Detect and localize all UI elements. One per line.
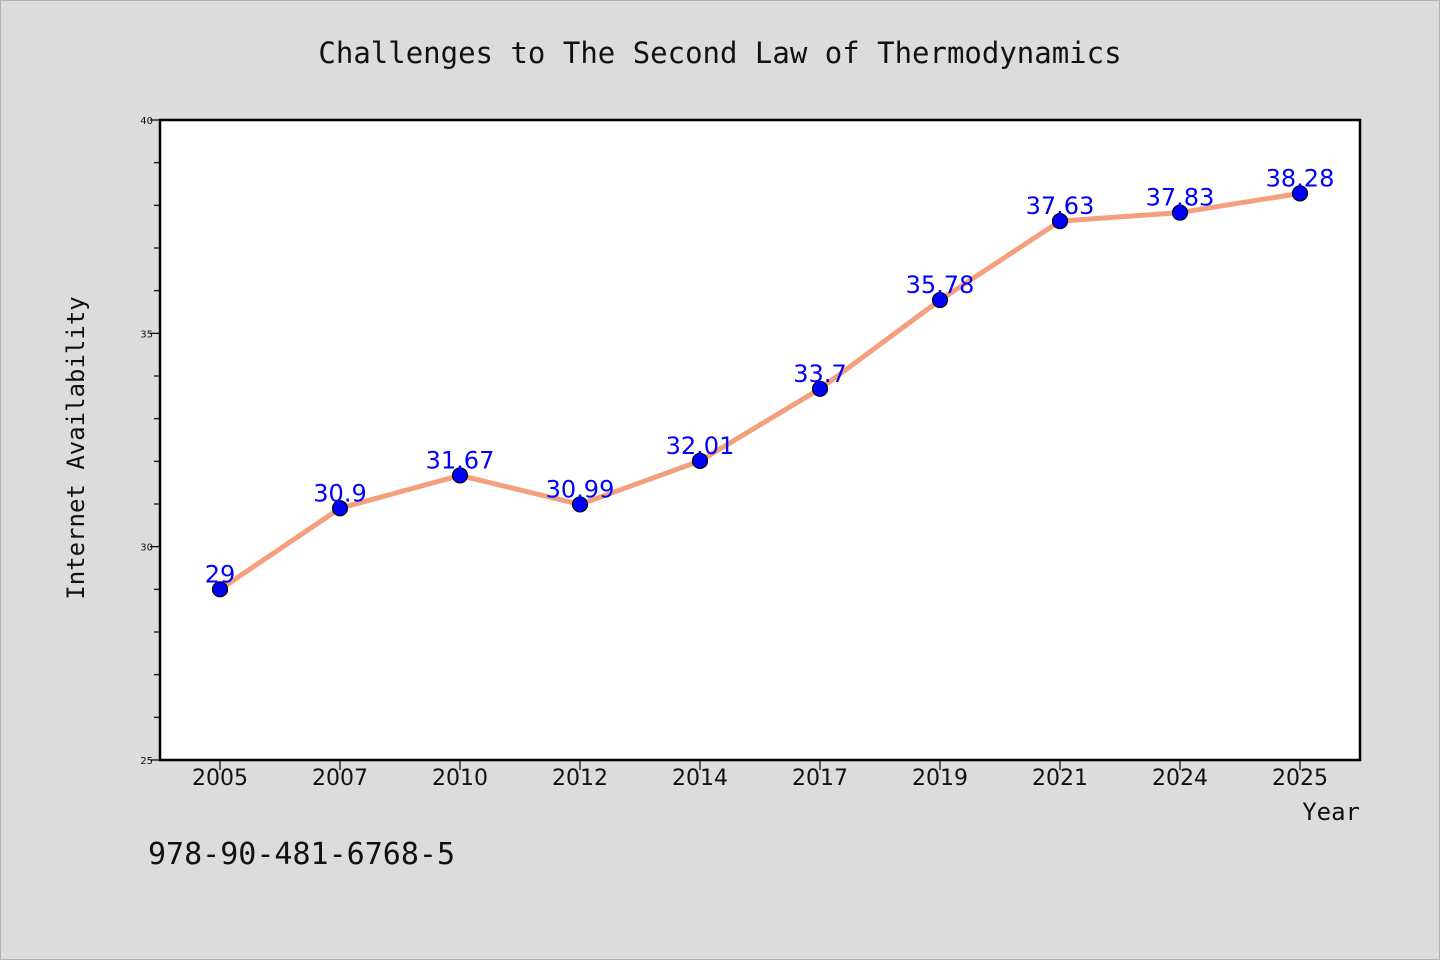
x-axis-tick-labels: 2005 2007 2010 2012 2014 2017 2019 2021 2024 2025 [192,766,1328,791]
y-tick-label: 25 [140,756,153,767]
data-label: 33.7 [793,360,846,388]
data-label: 35.78 [906,271,975,299]
x-tick-label: 2017 [792,766,848,791]
data-point [1051,213,1069,230]
data-point [1171,204,1189,221]
data-point [571,496,589,513]
x-axis-title: Year [1302,798,1360,826]
y-tick-label: 40 [140,116,153,127]
x-tick-label: 2005 [192,766,248,791]
x-tick-label: 2019 [912,766,968,791]
data-label: 31.67 [426,446,495,474]
y-axis-tick-labels: 25 30 35 40 [140,116,153,767]
y-tick-label: 30 [140,543,153,554]
x-tick-label: 2007 [312,766,368,791]
data-point [451,467,469,484]
y-axis-ticks [150,119,160,761]
x-tick-label: 2010 [432,766,488,791]
chart-title: Challenges to The Second Law of Thermody… [318,36,1121,70]
data-point [331,500,349,517]
data-label: 38.28 [1266,164,1335,192]
data-label: 37.83 [1146,184,1215,212]
data-label: 29 [205,560,236,588]
x-tick-label: 2012 [552,766,608,791]
x-tick-label: 2024 [1152,766,1208,791]
data-point [1291,185,1309,202]
series-line [217,190,1303,592]
footer-identifier: 978-90-481-6768-5 [148,837,455,872]
y-axis-title: Internet Availability [62,296,90,599]
data-label: 32.01 [666,432,735,460]
data-label: 30.9 [313,479,366,507]
y-tick-label: 35 [140,329,153,340]
data-labels: 29 30.9 31.67 30.99 32.01 33.7 35.78 37.63 37.83… [205,164,1335,588]
data-label: 37.63 [1026,192,1095,220]
data-point [931,291,949,309]
x-tick-label: 2021 [1032,766,1088,791]
data-point [211,581,229,598]
data-markers [211,185,1309,598]
data-label: 30.99 [546,475,615,503]
x-tick-label: 2014 [672,766,728,791]
data-point [691,452,709,470]
x-axis-ticks [219,760,1301,770]
x-tick-label: 2025 [1272,766,1328,791]
plot-area [158,118,1362,762]
data-point [811,380,829,397]
